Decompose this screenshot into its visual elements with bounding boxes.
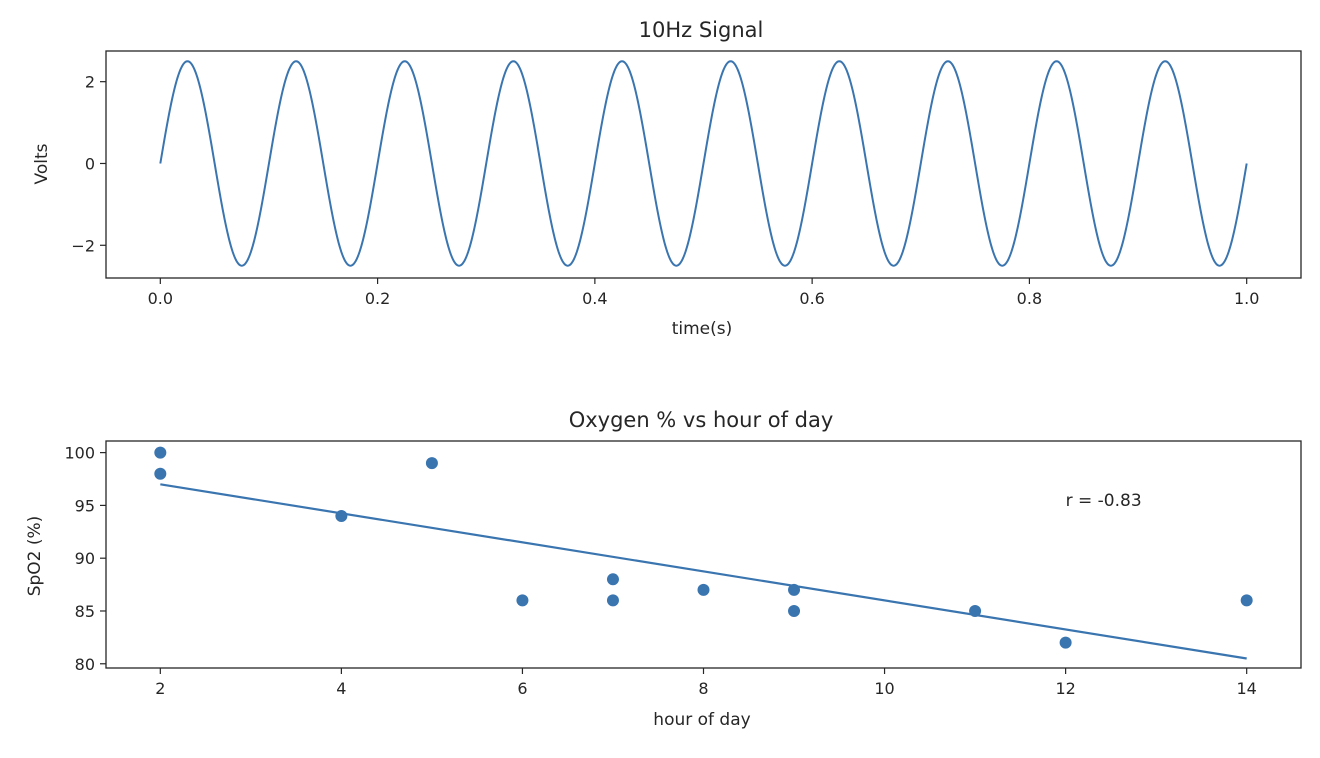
signal-y-ticks: −2 0 2	[71, 73, 106, 255]
correlation-annotation: r = -0.83	[1066, 491, 1142, 511]
oxygen-y-tick-label: 100	[64, 444, 95, 463]
signal-x-tick-label: 0.2	[365, 289, 390, 308]
data-point	[425, 457, 438, 470]
oxygen-x-tick-label: 6	[517, 679, 527, 698]
signal-chart: 10Hz Signal 0.0 0.2 0.4 0.6 0.8 1.0 −2 0 2 time…	[32, 18, 1302, 339]
signal-series-layer	[159, 60, 1248, 267]
data-point	[1240, 594, 1253, 607]
oxygen-chart-title: Oxygen % vs hour of day	[569, 408, 834, 432]
oxygen-x-tick-label: 12	[1055, 679, 1075, 698]
data-point	[788, 604, 801, 617]
oxygen-x-tick-label: 2	[155, 679, 165, 698]
data-point	[154, 446, 167, 459]
oxygen-x-tick-label: 10	[874, 679, 894, 698]
data-point	[335, 509, 348, 522]
oxygen-y-tick-label: 85	[75, 602, 95, 621]
signal-plot-frame	[105, 50, 1302, 279]
oxygen-plot-frame	[105, 440, 1302, 669]
signal-x-tick-label: 0.8	[1017, 289, 1042, 308]
signal-y-tick-label: 0	[85, 154, 95, 173]
signal-line	[159, 60, 1248, 267]
signal-y-tick-label: −2	[71, 236, 95, 255]
data-point	[969, 604, 982, 617]
signal-chart-title: 10Hz Signal	[639, 18, 764, 42]
signal-x-axis-label: time(s)	[672, 319, 733, 339]
data-point	[788, 583, 801, 596]
signal-x-tick-label: 1.0	[1234, 289, 1259, 308]
data-point	[697, 583, 710, 596]
oxygen-x-tick-label: 14	[1237, 679, 1257, 698]
oxygen-y-axis-label: SpO2 (%)	[25, 516, 45, 597]
oxygen-y-tick-label: 80	[75, 655, 95, 674]
data-point	[1059, 636, 1072, 649]
oxygen-chart: Oxygen % vs hour of day 2 4 6 8 10 12 14 80 85 9…	[25, 408, 1302, 730]
signal-x-tick-label: 0.4	[582, 289, 607, 308]
oxygen-x-tick-label: 4	[336, 679, 346, 698]
signal-x-ticks: 0.0 0.2 0.4 0.6 0.8 1.0	[148, 278, 1259, 308]
signal-y-axis-label: Volts	[32, 143, 52, 184]
data-point	[606, 594, 619, 607]
signal-x-tick-label: 0.0	[148, 289, 173, 308]
oxygen-y-ticks: 80 85 90 95 100	[64, 444, 106, 674]
oxygen-y-tick-label: 90	[75, 549, 95, 568]
oxygen-y-tick-label: 95	[75, 496, 95, 515]
signal-x-tick-label: 0.6	[799, 289, 824, 308]
oxygen-x-tick-label: 8	[698, 679, 708, 698]
data-point	[606, 573, 619, 586]
oxygen-x-ticks: 2 4 6 8 10 12 14	[155, 668, 1257, 698]
data-point	[516, 594, 529, 607]
oxygen-x-axis-label: hour of day	[653, 710, 750, 730]
signal-y-tick-label: 2	[85, 73, 95, 92]
data-point	[154, 467, 167, 480]
oxygen-points-layer	[154, 446, 1253, 649]
